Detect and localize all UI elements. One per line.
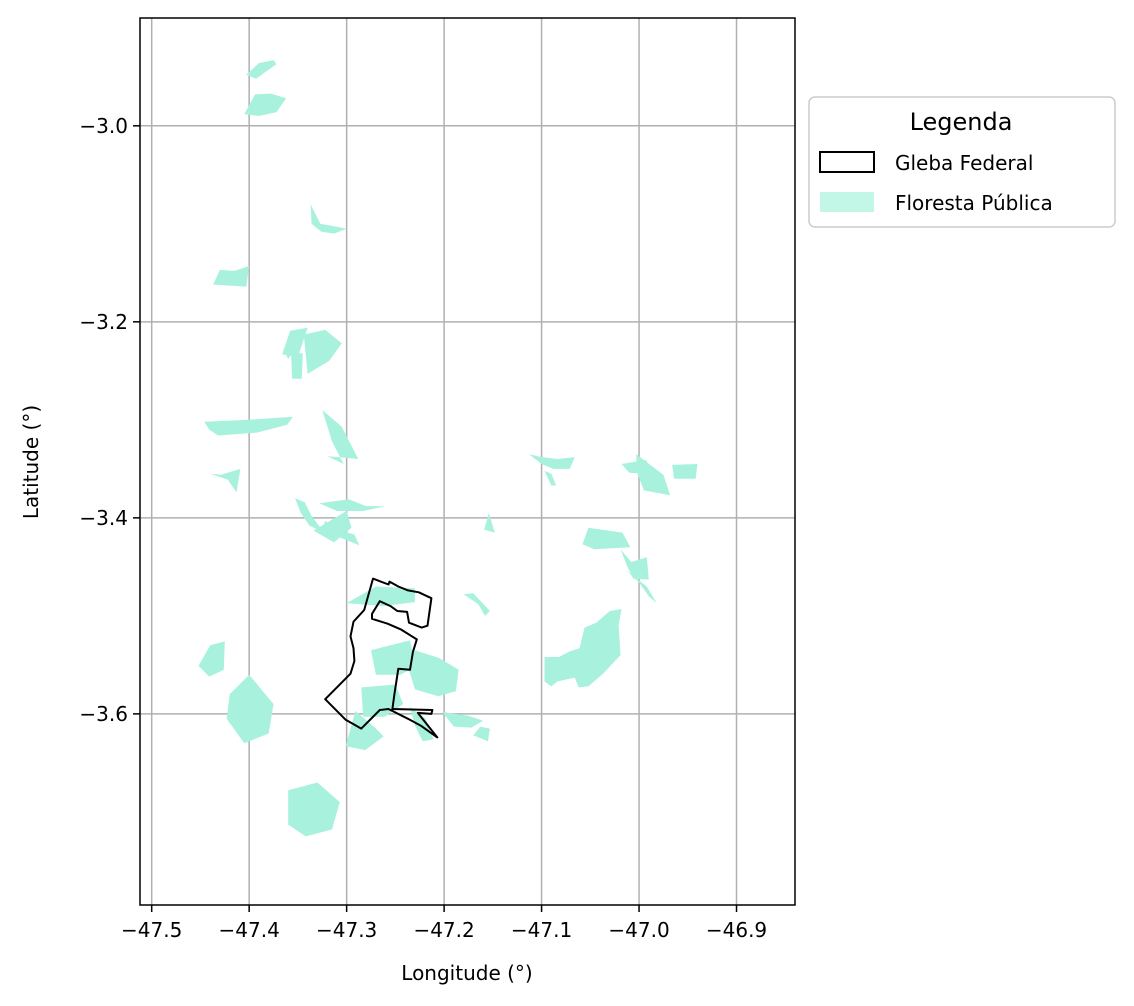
legend-forest-label: Floresta Pública — [895, 191, 1053, 215]
forest-patch — [371, 640, 416, 675]
forest-patch — [244, 93, 287, 116]
legend-box — [808, 96, 1116, 228]
forest-patch — [210, 468, 241, 493]
forest-patch — [310, 204, 347, 234]
forest-patch — [484, 513, 495, 533]
forest-patch — [345, 710, 384, 751]
forest-patch — [463, 593, 490, 616]
x-tick-label: −47.2 — [413, 918, 474, 942]
forest-patch — [291, 353, 303, 379]
y-axis-label: Latitude (°) — [19, 405, 43, 519]
forest-patch — [582, 527, 631, 550]
forest-patch — [303, 329, 342, 374]
x-tick-label: −47.3 — [316, 918, 377, 942]
forest-patch — [473, 726, 490, 742]
axis-ticks: −47.5 −47.4 −47.3 −47.2 −47.1 −47.0 −46.9 −3.0 −… — [79, 114, 767, 942]
forest-patch — [198, 641, 225, 677]
forest-patch — [544, 470, 557, 486]
forest-patch — [226, 674, 274, 744]
x-tick-label: −47.0 — [608, 918, 669, 942]
forest-patch — [408, 650, 459, 697]
x-tick-label: −46.9 — [706, 918, 767, 942]
legend-forest-swatch — [820, 192, 874, 212]
grid-lines — [140, 18, 795, 905]
forest-patch — [672, 464, 698, 479]
forest-patch — [410, 707, 434, 742]
forest-patch — [204, 416, 293, 436]
x-tick-label: −47.1 — [511, 918, 572, 942]
y-tick-label: −3.6 — [79, 702, 128, 726]
x-tick-label: −47.4 — [219, 918, 280, 942]
forest-patch — [442, 711, 484, 728]
forest-patch — [621, 460, 654, 474]
y-tick-label: −3.2 — [79, 310, 128, 334]
y-tick-label: −3.0 — [79, 114, 128, 138]
forest-patch — [346, 586, 415, 607]
gleba-federal-outline — [324, 577, 439, 739]
gleba-federal-layer — [324, 577, 439, 739]
y-tick-label: −3.4 — [79, 506, 128, 530]
forest-patch — [528, 454, 575, 469]
forest-patch — [313, 511, 352, 543]
forest-patch — [288, 782, 340, 837]
forest-patch — [283, 346, 296, 360]
x-tick-label: −47.5 — [121, 918, 182, 942]
forest-patch — [319, 499, 386, 511]
forest-patch — [213, 266, 250, 287]
legend-gleba-swatch — [819, 151, 875, 173]
forest-patch — [544, 609, 622, 688]
legend: Legenda Gleba Federal Floresta Pública — [808, 96, 1116, 228]
legend-title: Legenda — [910, 108, 1013, 136]
forest-patch — [620, 549, 649, 580]
forest-patch — [295, 498, 325, 533]
legend-gleba-label: Gleba Federal — [895, 151, 1033, 175]
forest-patch — [624, 568, 657, 604]
x-axis-label: Longitude (°) — [401, 961, 532, 985]
plot-frame — [139, 17, 796, 906]
forest-patch — [246, 60, 277, 79]
forest-patch — [322, 410, 359, 464]
